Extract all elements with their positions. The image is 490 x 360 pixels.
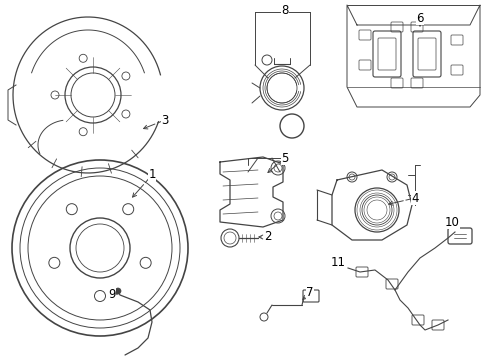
Text: 3: 3 — [161, 113, 169, 126]
Text: 9: 9 — [108, 288, 116, 301]
Circle shape — [115, 288, 121, 294]
Text: 11: 11 — [330, 256, 345, 270]
Text: 1: 1 — [148, 168, 156, 181]
Text: 7: 7 — [306, 287, 314, 300]
Text: 8: 8 — [281, 4, 289, 17]
Text: 5: 5 — [281, 152, 289, 165]
Text: 6: 6 — [416, 12, 424, 24]
Text: 10: 10 — [444, 216, 460, 229]
Text: 2: 2 — [264, 230, 272, 243]
Text: 4: 4 — [411, 192, 419, 204]
